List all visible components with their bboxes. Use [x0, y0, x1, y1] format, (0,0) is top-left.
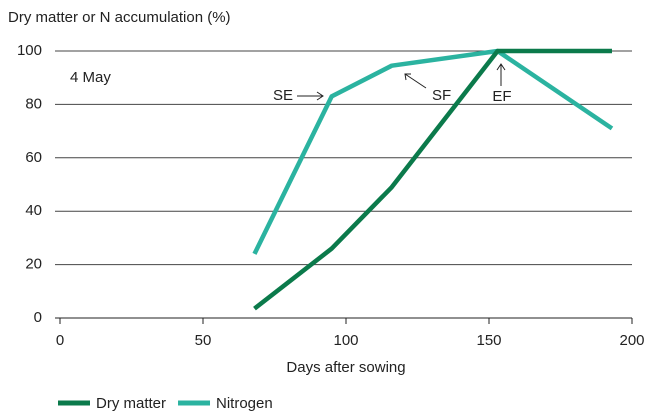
annotation-arrows [297, 63, 506, 101]
arrow [496, 63, 506, 86]
x-tick-label: 100 [333, 332, 358, 349]
y-tick-label: 0 [34, 309, 42, 326]
line [253, 48, 612, 311]
legend-label: Dry matter [96, 395, 166, 412]
arrow [404, 73, 427, 89]
annotation: EF [492, 88, 511, 105]
y-tick-label: 60 [25, 149, 42, 166]
y-tick-label: 20 [25, 256, 42, 273]
y-axis-title: Dry matter or N accumulation (%) [8, 9, 231, 26]
x-tick-label: 200 [619, 332, 644, 349]
x-tick-label: 0 [56, 332, 64, 349]
y-tick-label: 100 [17, 42, 42, 59]
x-tick-label: 50 [195, 332, 212, 349]
x-axis-title: Days after sowing [286, 359, 405, 376]
annotation: SE [273, 87, 293, 104]
y-tick-label: 80 [25, 95, 42, 112]
annotation: SF [432, 87, 451, 104]
line [252, 48, 614, 255]
legend-label: Nitrogen [216, 395, 273, 412]
arrow [297, 91, 324, 101]
annotation: 4 May [70, 69, 111, 86]
x-tick-label: 150 [476, 332, 501, 349]
y-tick-label: 40 [25, 202, 42, 219]
